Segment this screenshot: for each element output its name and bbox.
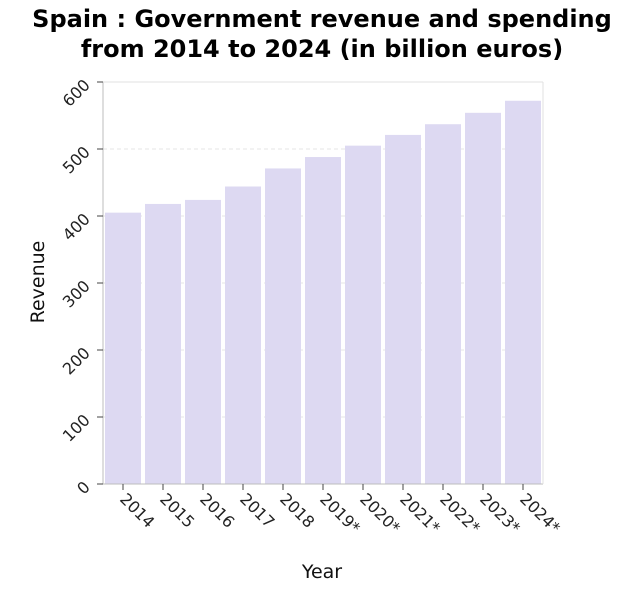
x-tick-label: 2022* <box>436 489 484 537</box>
y-tick-label: 500 <box>59 142 94 177</box>
x-tick-label: 2023* <box>476 489 524 537</box>
bar <box>465 112 501 484</box>
y-tick-labels: 0 100 200 300 400 500 600 <box>59 75 94 498</box>
x-tick-label: 2014 <box>116 489 158 531</box>
y-tick-label: 600 <box>59 75 94 110</box>
x-tick-label: 2024* <box>516 489 564 537</box>
bar <box>345 145 381 484</box>
x-tick-label: 2021* <box>396 489 444 537</box>
axes <box>97 81 544 490</box>
bar <box>305 157 341 485</box>
y-tick-label: 300 <box>59 276 94 311</box>
bar <box>105 212 141 484</box>
bar <box>505 100 541 484</box>
y-axis-title: Revenue <box>27 241 49 324</box>
y-tick-label: 400 <box>59 209 94 244</box>
bar <box>145 203 181 484</box>
chart-title-line-2: from 2014 to 2024 (in billion euros) <box>80 35 564 63</box>
bar <box>425 124 461 485</box>
x-tick-label: 2017 <box>236 489 278 531</box>
x-tick-label: 2019* <box>316 489 364 537</box>
chart-title: Spain : Government revenue and spending … <box>0 4 644 64</box>
x-tick-label: 2016 <box>196 489 238 531</box>
x-tick-label: 2015 <box>156 489 198 531</box>
x-tick-labels: 201420152016201720182019*2020*2021*2022*… <box>116 489 564 537</box>
bar <box>385 134 421 484</box>
bar <box>225 186 261 484</box>
y-tick-label: 100 <box>59 410 94 445</box>
x-tick-label: 2018 <box>276 489 318 531</box>
y-tick-label: 200 <box>59 343 94 378</box>
bar <box>185 199 221 485</box>
chart-title-line-1: Spain : Government revenue and spending <box>32 5 612 33</box>
x-tick-label: 2020* <box>356 489 404 537</box>
y-tick-label: 0 <box>73 477 94 498</box>
x-axis-title: Year <box>301 561 342 583</box>
bar <box>265 168 301 484</box>
bars <box>105 100 541 485</box>
